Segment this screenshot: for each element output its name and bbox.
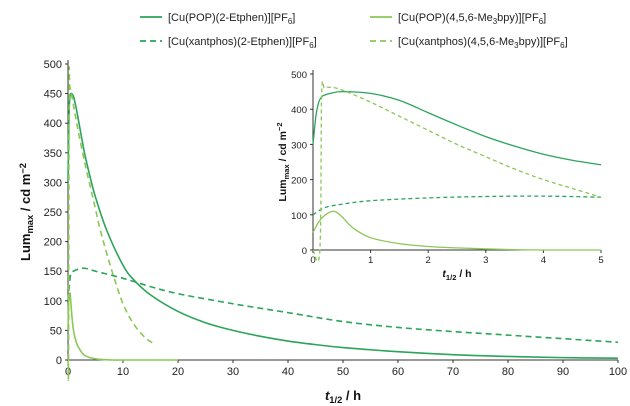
main-x-tick-label: 80 [502,366,514,378]
chart-legend: [Cu(POP)(2-Etphen)][PF6] [Cu(xantphos)(2-… [140,12,568,50]
legend-entry-1: [Cu(POP)(2-Etphen)][PF6] [168,12,295,26]
main-x-tick-label: 70 [447,366,459,378]
inset-series-line-2 [312,195,602,216]
main-x-tick-label: 20 [172,366,184,378]
main-series-line-4 [67,66,154,381]
inset-y-tick-label: 100 [291,211,307,222]
main-x-tick-label: 60 [392,366,404,378]
main-series-line-1 [67,92,619,360]
main-x-tick-label: 40 [282,366,294,378]
main-x-tick-label: 100 [609,366,627,378]
main-y-tick-label: 50 [50,325,62,337]
inset-y-tick-label: 400 [291,105,307,116]
main-x-tick-label: 10 [117,366,129,378]
main-x-tick-label: 30 [227,366,239,378]
legend-entry-3: [Cu(POP)(4,5,6-Me3bpy)][PF6] [398,12,546,26]
main-y-tick-label: 200 [44,237,62,249]
inset-y-tick-label: 300 [291,140,307,151]
inset-series-line-1 [312,90,602,166]
main-y-tick-label: 250 [44,207,62,219]
main-y-tick-label: 300 [44,177,62,189]
main-y-tick-label: 150 [44,266,62,278]
inset-y-axis-title: Lummax / cd m−2 [275,122,291,201]
legend-entry-2: [Cu(xantphos)(2-Etphen)][PF6] [168,36,317,50]
inset-series-line-4 [312,80,602,262]
main-y-tick-label: 0 [56,355,62,367]
main-y-tick-label: 350 [44,148,62,160]
inset-y-tick-label: 500 [291,70,307,81]
main-x-tick-label: 50 [337,366,349,378]
main-y-tick-label: 100 [44,296,62,308]
inset-x-axis-title: t1/2 / h [442,268,471,282]
inset-y-tick-label: 0 [302,246,307,257]
main-y-axis-title: Lummax / cd m−2 [18,163,35,261]
inset-series-line-3 [312,210,602,251]
main-y-tick-label: 500 [44,59,62,71]
inset-x-tick-label: 5 [598,255,603,266]
inset-chart: 0 100 200 300 400 500 0 1 2 3 4 5 t1/2 / h Lummax / c… [275,70,604,282]
inset-x-tick-label: 2 [426,255,431,266]
main-y-tick-label: 400 [44,118,62,130]
main-series-line-2 [67,267,619,344]
inset-x-tick-label: 4 [541,255,546,266]
legend-entry-4: [Cu(xantphos)(4,5,6-Me3bpy)][PF6] [398,36,568,50]
inset-x-tick-label: 3 [483,255,488,266]
inset-x-tick-label: 0 [310,255,315,266]
inset-y-tick-label: 200 [291,176,307,187]
main-x-tick-label: 90 [557,366,569,378]
inset-x-tick-label: 1 [368,255,373,266]
main-x-axis-title: t1/2 / h [325,388,361,405]
main-y-tick-label: 450 [44,89,62,101]
